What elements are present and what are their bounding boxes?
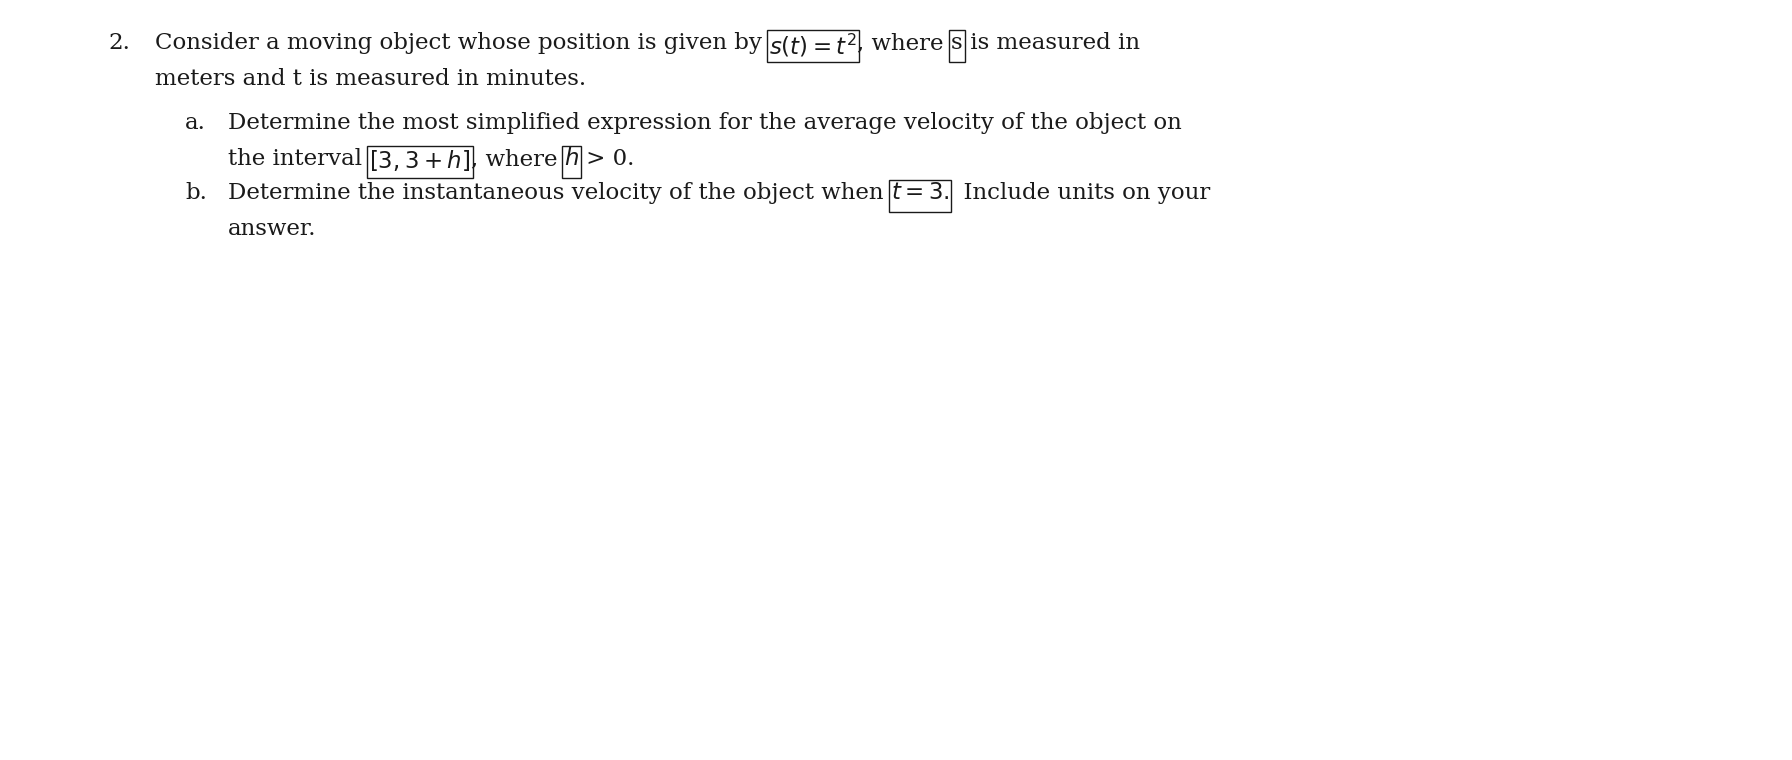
Bar <box>950 30 964 62</box>
Text: $[3, 3 + h]$: $[3, 3 + h]$ <box>369 148 471 173</box>
Text: the interval: the interval <box>228 148 369 170</box>
Text: meters and t is measured in minutes.: meters and t is measured in minutes. <box>154 68 586 90</box>
Bar <box>767 30 858 62</box>
Bar <box>889 180 952 212</box>
Text: Include units on your: Include units on your <box>950 182 1210 204</box>
Text: b.: b. <box>185 182 206 204</box>
Text: is measured in: is measured in <box>962 32 1140 54</box>
Text: , where: , where <box>471 148 564 170</box>
Text: s: s <box>952 32 962 54</box>
Text: answer.: answer. <box>228 218 317 240</box>
Bar <box>563 146 581 178</box>
Text: Consider a moving object whose position is given by: Consider a moving object whose position … <box>154 32 769 54</box>
Bar <box>367 146 473 178</box>
Text: $h$: $h$ <box>564 148 579 170</box>
Text: Determine the instantaneous velocity of the object when: Determine the instantaneous velocity of … <box>228 182 891 204</box>
Text: $s(t) = t^2$: $s(t) = t^2$ <box>769 32 857 59</box>
Text: , where: , where <box>857 32 952 54</box>
Text: 2.: 2. <box>108 32 129 54</box>
Text: a.: a. <box>185 112 206 134</box>
Text: $t = 3.$: $t = 3.$ <box>891 182 950 204</box>
Text: Determine the most simplified expression for the average velocity of the object : Determine the most simplified expression… <box>228 112 1181 134</box>
Text: > 0.: > 0. <box>579 148 634 170</box>
